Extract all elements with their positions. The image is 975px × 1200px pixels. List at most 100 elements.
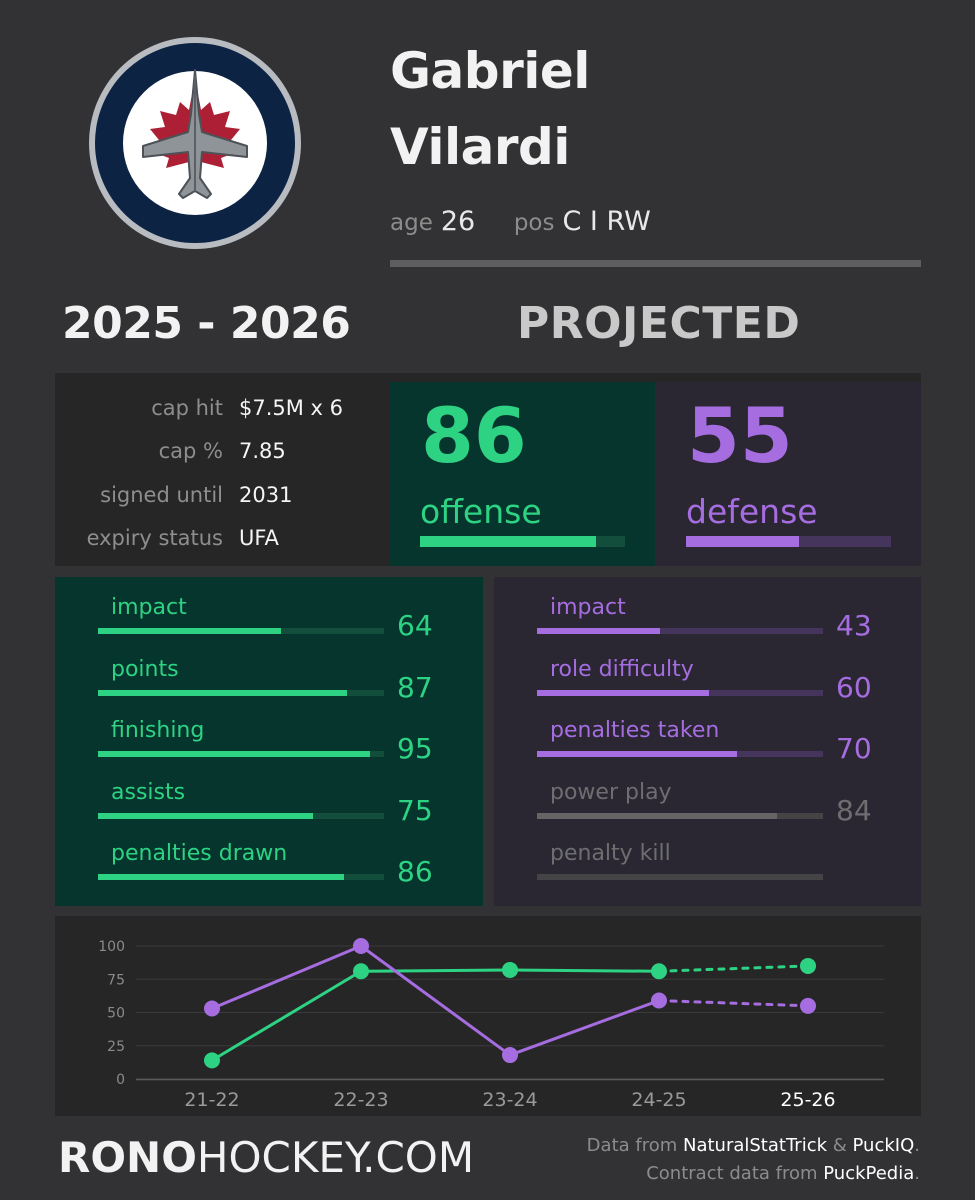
defense-bar-fill: [686, 536, 799, 547]
stat-bar-track: [98, 812, 384, 819]
stat-label: role difficulty: [550, 656, 694, 682]
credit-naturalstattrick: NaturalStatTrick: [682, 1135, 828, 1156]
stat-bar-fill: [537, 689, 709, 696]
stat-value: 75: [397, 793, 433, 827]
series-point: [651, 963, 667, 980]
age-value: 26: [440, 206, 476, 237]
series-point: [800, 997, 816, 1014]
y-tick-label: 25: [107, 1039, 125, 1055]
offense-card: 86 offense: [389, 382, 655, 566]
stat-value: 60: [836, 670, 872, 704]
x-tick-label: 22-23: [333, 1089, 388, 1111]
x-tick-label: 23-24: [482, 1089, 537, 1111]
series-point: [353, 963, 369, 980]
age-label: age: [390, 210, 433, 236]
stat-bar-fill: [98, 751, 370, 757]
stat-label: penalties taken: [550, 718, 720, 743]
history-chart-svg: 0 25 50 75 100 21-22 22-23 23-24 24-25 25-26: [98, 938, 884, 1111]
player-first-name: Gabriel: [390, 42, 590, 100]
team-logo: [89, 37, 301, 249]
stat-bar-fill: [537, 628, 660, 634]
series-point: [502, 1047, 518, 1064]
series-segment-projected: [657, 964, 810, 973]
defense-bar-track: [686, 536, 891, 547]
series-segment: [359, 944, 512, 1057]
stat-bar-track: [537, 874, 823, 880]
brand-bold: RONO: [58, 1133, 197, 1182]
contract-label: cap %: [158, 439, 223, 463]
stat-bar-track: [98, 689, 384, 696]
contract-label: cap hit: [151, 396, 223, 420]
defense-stats-panel: impact 43 role difficulty 60 penalties taken…: [494, 577, 921, 906]
stat-label: penalties drawn: [111, 841, 288, 866]
contract-value: 2031: [239, 483, 293, 507]
x-tick-label: 21-22: [184, 1089, 239, 1111]
credit1-prefix: Data from: [586, 1135, 683, 1156]
series-segment: [508, 968, 661, 973]
stat-bar-track: [537, 751, 823, 757]
series-segment: [508, 999, 661, 1057]
series-point: [204, 1052, 220, 1069]
pos-value: C I RW: [562, 206, 651, 237]
stat-bar-fill: [98, 628, 282, 634]
stat-bar-fill: [537, 812, 778, 819]
stat-label: impact: [111, 595, 187, 620]
brand-light: HOCKEY.COM: [196, 1133, 475, 1182]
offense-stats-panel: impact 64 points 87 finishing 95 assists 75 pena…: [55, 577, 483, 906]
stat-label: points: [111, 656, 179, 682]
cards-top-strip: [389, 373, 921, 382]
credit2-end: .: [914, 1163, 920, 1184]
y-tick-label: 0: [116, 1072, 125, 1088]
credit-puckpedia: PuckPedia: [823, 1163, 915, 1184]
credit1-mid: &: [827, 1135, 853, 1156]
series-point: [502, 961, 518, 978]
stat-bar-track: [98, 874, 384, 880]
header-divider: [390, 260, 921, 267]
stat-bar-track: [537, 628, 823, 634]
y-tick-label: 100: [98, 939, 125, 955]
player-last-name: Vilardi: [390, 118, 570, 176]
data-credit: Data from NaturalStatTrick & PuckIQ.: [587, 1135, 920, 1156]
contract-panel: cap hit $7.5M x 6 cap % 7.85 signed unti…: [55, 373, 389, 566]
credit-puckiq: PuckIQ: [852, 1135, 915, 1156]
stat-label: assists: [111, 779, 186, 805]
stat-row: penalty kill: [494, 823, 921, 885]
series-segment: [210, 969, 363, 1062]
stat-row: points 87: [55, 639, 483, 704]
contract-value: $7.5M x 6: [239, 396, 344, 420]
contract-value: 7.85: [239, 439, 286, 463]
contract-label: expiry status: [86, 526, 223, 550]
stat-bar-fill: [98, 874, 344, 880]
stat-row: impact 64: [55, 577, 483, 642]
stat-bar-track: [98, 751, 384, 757]
stat-bar-track: [537, 812, 823, 819]
y-tick-label: 50: [107, 1006, 125, 1022]
stat-value: 87: [397, 670, 433, 704]
contract-credit: Contract data from PuckPedia.: [646, 1163, 920, 1184]
x-tick-label: 25-26: [780, 1089, 835, 1111]
stat-row: penalties drawn 86: [55, 823, 483, 888]
stat-bar-track: [537, 689, 823, 696]
contract-label: signed until: [100, 483, 223, 507]
stat-row: impact 43: [494, 577, 921, 642]
defense-label: defense: [686, 492, 818, 531]
offense-bar-track: [420, 536, 625, 547]
stat-value: 70: [836, 732, 872, 765]
stat-value: 84: [836, 793, 872, 827]
stat-row: penalties taken 70: [494, 700, 921, 765]
stat-label: finishing: [111, 718, 205, 743]
stat-label: penalty kill: [550, 841, 671, 866]
offense-label: offense: [420, 492, 542, 531]
projected-title: PROJECTED: [517, 298, 801, 349]
contract-value: UFA: [239, 526, 279, 550]
history-chart: 0 25 50 75 100 21-22 22-23 23-24 24-25 25-26: [55, 916, 921, 1116]
stat-value: 64: [397, 609, 433, 642]
offense-bar-fill: [420, 536, 597, 547]
series-segment: [210, 944, 363, 1011]
stat-bar-fill: [98, 812, 313, 819]
series-point: [800, 957, 816, 974]
brand-logo-text: RONOHOCKEY.COM: [58, 1133, 474, 1182]
stat-bar-fill: [98, 689, 347, 696]
stat-row: finishing 95: [55, 700, 483, 765]
stat-value: 86: [397, 855, 433, 888]
